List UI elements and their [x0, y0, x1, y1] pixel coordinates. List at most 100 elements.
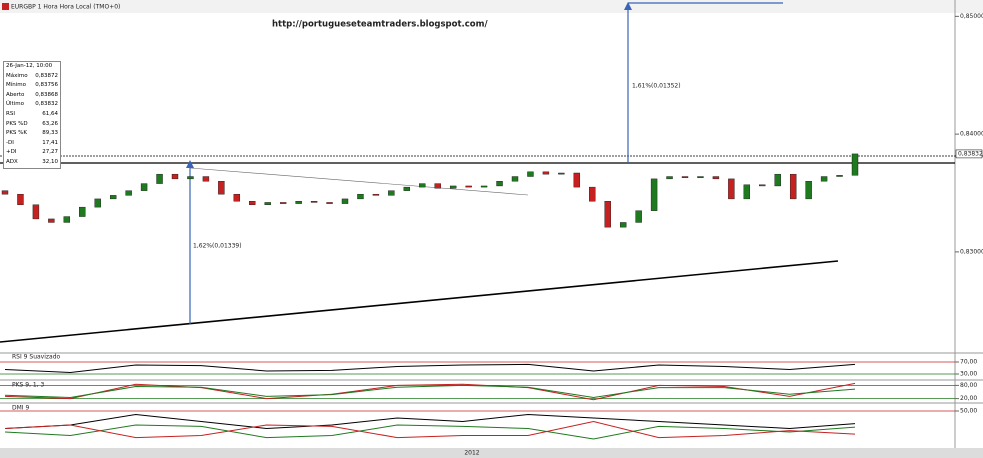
candle-body [171, 173, 179, 180]
annotation: 1,61%(0,01352) [632, 83, 681, 90]
candle-body [589, 186, 596, 202]
info-value: 61,64 [42, 110, 58, 117]
info-label: +DI [6, 149, 17, 156]
candle-body [279, 202, 287, 204]
x-axis-label: 2012 [464, 450, 479, 457]
candle-body [465, 185, 472, 188]
info-label: ADX [6, 158, 18, 165]
panel-title: DMI 9 [12, 405, 29, 412]
info-value: 0,83756 [35, 82, 58, 89]
indicator-line [4, 420, 856, 439]
info-row: PKS %D 63,26 [6, 120, 58, 130]
candle-body [851, 153, 859, 176]
y-tick-label: 0,83000 [960, 248, 983, 255]
info-value: 0,83872 [35, 72, 58, 79]
candle-body [650, 178, 658, 211]
indicator-line [4, 382, 856, 401]
y-tick-label: 20,00 [960, 395, 977, 402]
indicator-line [4, 384, 856, 399]
candle-body [109, 195, 117, 200]
candle-body [681, 176, 689, 178]
candle-body [697, 176, 704, 178]
y-tick-label: 50,00 [960, 408, 977, 415]
candle-body [712, 176, 720, 180]
candle-body [32, 204, 40, 220]
y-tick-label: 0,85000 [960, 13, 983, 20]
candle-body [388, 190, 395, 196]
candle-body [759, 184, 766, 187]
candle-body [218, 181, 225, 195]
indicator-line [4, 413, 856, 430]
info-value: 0,83832 [35, 101, 58, 108]
url: http://portugueseteamtraders.blogspot.co… [272, 20, 489, 30]
indicator-line [4, 424, 856, 440]
candle-body [125, 190, 132, 196]
candle-body [789, 173, 797, 200]
candle-body [496, 181, 503, 187]
candle-body [635, 210, 642, 223]
info-label: -DI [6, 139, 14, 146]
candle-body [310, 201, 318, 203]
candle-body [542, 171, 550, 175]
y-tick-label: 0,84000 [960, 131, 983, 138]
info-label: Aberto [6, 91, 25, 98]
info-row: ADX 32,10 [6, 158, 58, 168]
info-row: PKS %K 89,33 [6, 129, 58, 139]
candle-body [619, 222, 627, 228]
y-tick-label: 70,00 [960, 359, 977, 366]
candle-body [403, 186, 411, 191]
info-panel: 26-Jan-12, 10:00 Máximo 0,83872 Mínimo 0,83… [3, 61, 61, 169]
info-label: Último [6, 101, 24, 108]
candle-body [94, 198, 101, 208]
candle-body [480, 185, 488, 188]
info-value: 32,10 [42, 158, 58, 165]
candle-body [326, 202, 333, 204]
panel-title: RSI 9 Suavizado [12, 354, 61, 361]
info-row: Máximo 0,83872 [6, 72, 58, 82]
icon [2, 3, 9, 10]
candle-body [511, 176, 519, 182]
candle-body [140, 183, 148, 191]
candle-body [805, 181, 812, 200]
candle-body [820, 176, 828, 182]
candle-body [156, 173, 163, 184]
candle-body [264, 202, 271, 205]
info-value: 17,41 [42, 139, 58, 146]
candle-body [836, 175, 843, 177]
candle-body [558, 172, 565, 175]
candle-body [63, 216, 71, 223]
candle-body [48, 218, 55, 223]
arrow-head [624, 2, 632, 10]
info-row: Aberto 0,83868 [6, 91, 58, 101]
arrow-head [186, 160, 194, 168]
last-price-box [955, 149, 983, 159]
info-value: 0,83868 [35, 91, 58, 98]
info-value: 27,27 [42, 149, 58, 156]
trend-line [189, 167, 529, 196]
candle-body [17, 193, 24, 205]
y-tick-label: 80,00 [960, 382, 977, 389]
info-row: -DI 17,41 [6, 139, 58, 149]
info-date: 26-Jan-12, 10:00 [6, 63, 53, 69]
candle-body [743, 184, 751, 200]
candle-body [372, 193, 380, 196]
info-label: Mínimo [6, 82, 27, 89]
info-label: RSI [6, 110, 15, 117]
candle-body [774, 173, 781, 187]
candle-body [449, 185, 457, 189]
candle-body [249, 201, 256, 205]
annotation: 1,62%(0,01339) [193, 243, 242, 250]
candle-body [666, 176, 673, 180]
info-label: PKS %D [6, 120, 28, 127]
info-label: PKS %K [6, 130, 27, 137]
candle-body [202, 176, 210, 182]
candle-body [187, 176, 194, 180]
candle-body [419, 183, 426, 188]
info-label: Máximo [6, 72, 28, 79]
time-axis [0, 448, 983, 458]
y-tick-label: 30,00 [960, 371, 977, 378]
candle-body [1, 190, 9, 195]
